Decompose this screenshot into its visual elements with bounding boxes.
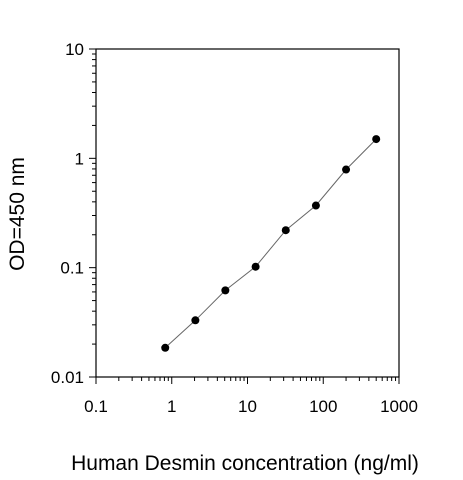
y-axis-title: OD=450 nm <box>6 157 29 271</box>
data-point <box>161 343 170 352</box>
data-point <box>342 165 351 174</box>
x-tick-label: 10 <box>238 397 257 416</box>
series-line <box>164 138 377 349</box>
data-point <box>221 286 230 295</box>
data-point <box>372 135 381 144</box>
y-tick-label: 10 <box>65 40 84 59</box>
data-point <box>251 262 260 271</box>
y-tick-label: 0.1 <box>60 259 84 278</box>
x-axis-title: Human Desmin concentration (ng/ml) <box>71 452 419 475</box>
x-tick-label: 100 <box>309 397 337 416</box>
y-tick-label: 0.01 <box>51 368 84 387</box>
plot-frame <box>95 48 400 378</box>
data-point <box>311 201 320 210</box>
x-tick-label: 0.1 <box>84 397 108 416</box>
data-point <box>191 316 200 325</box>
x-tick-label: 1000 <box>380 397 418 416</box>
data-point <box>281 226 290 235</box>
y-tick-label: 1 <box>75 149 84 168</box>
x-tick-label: 1 <box>167 397 176 416</box>
